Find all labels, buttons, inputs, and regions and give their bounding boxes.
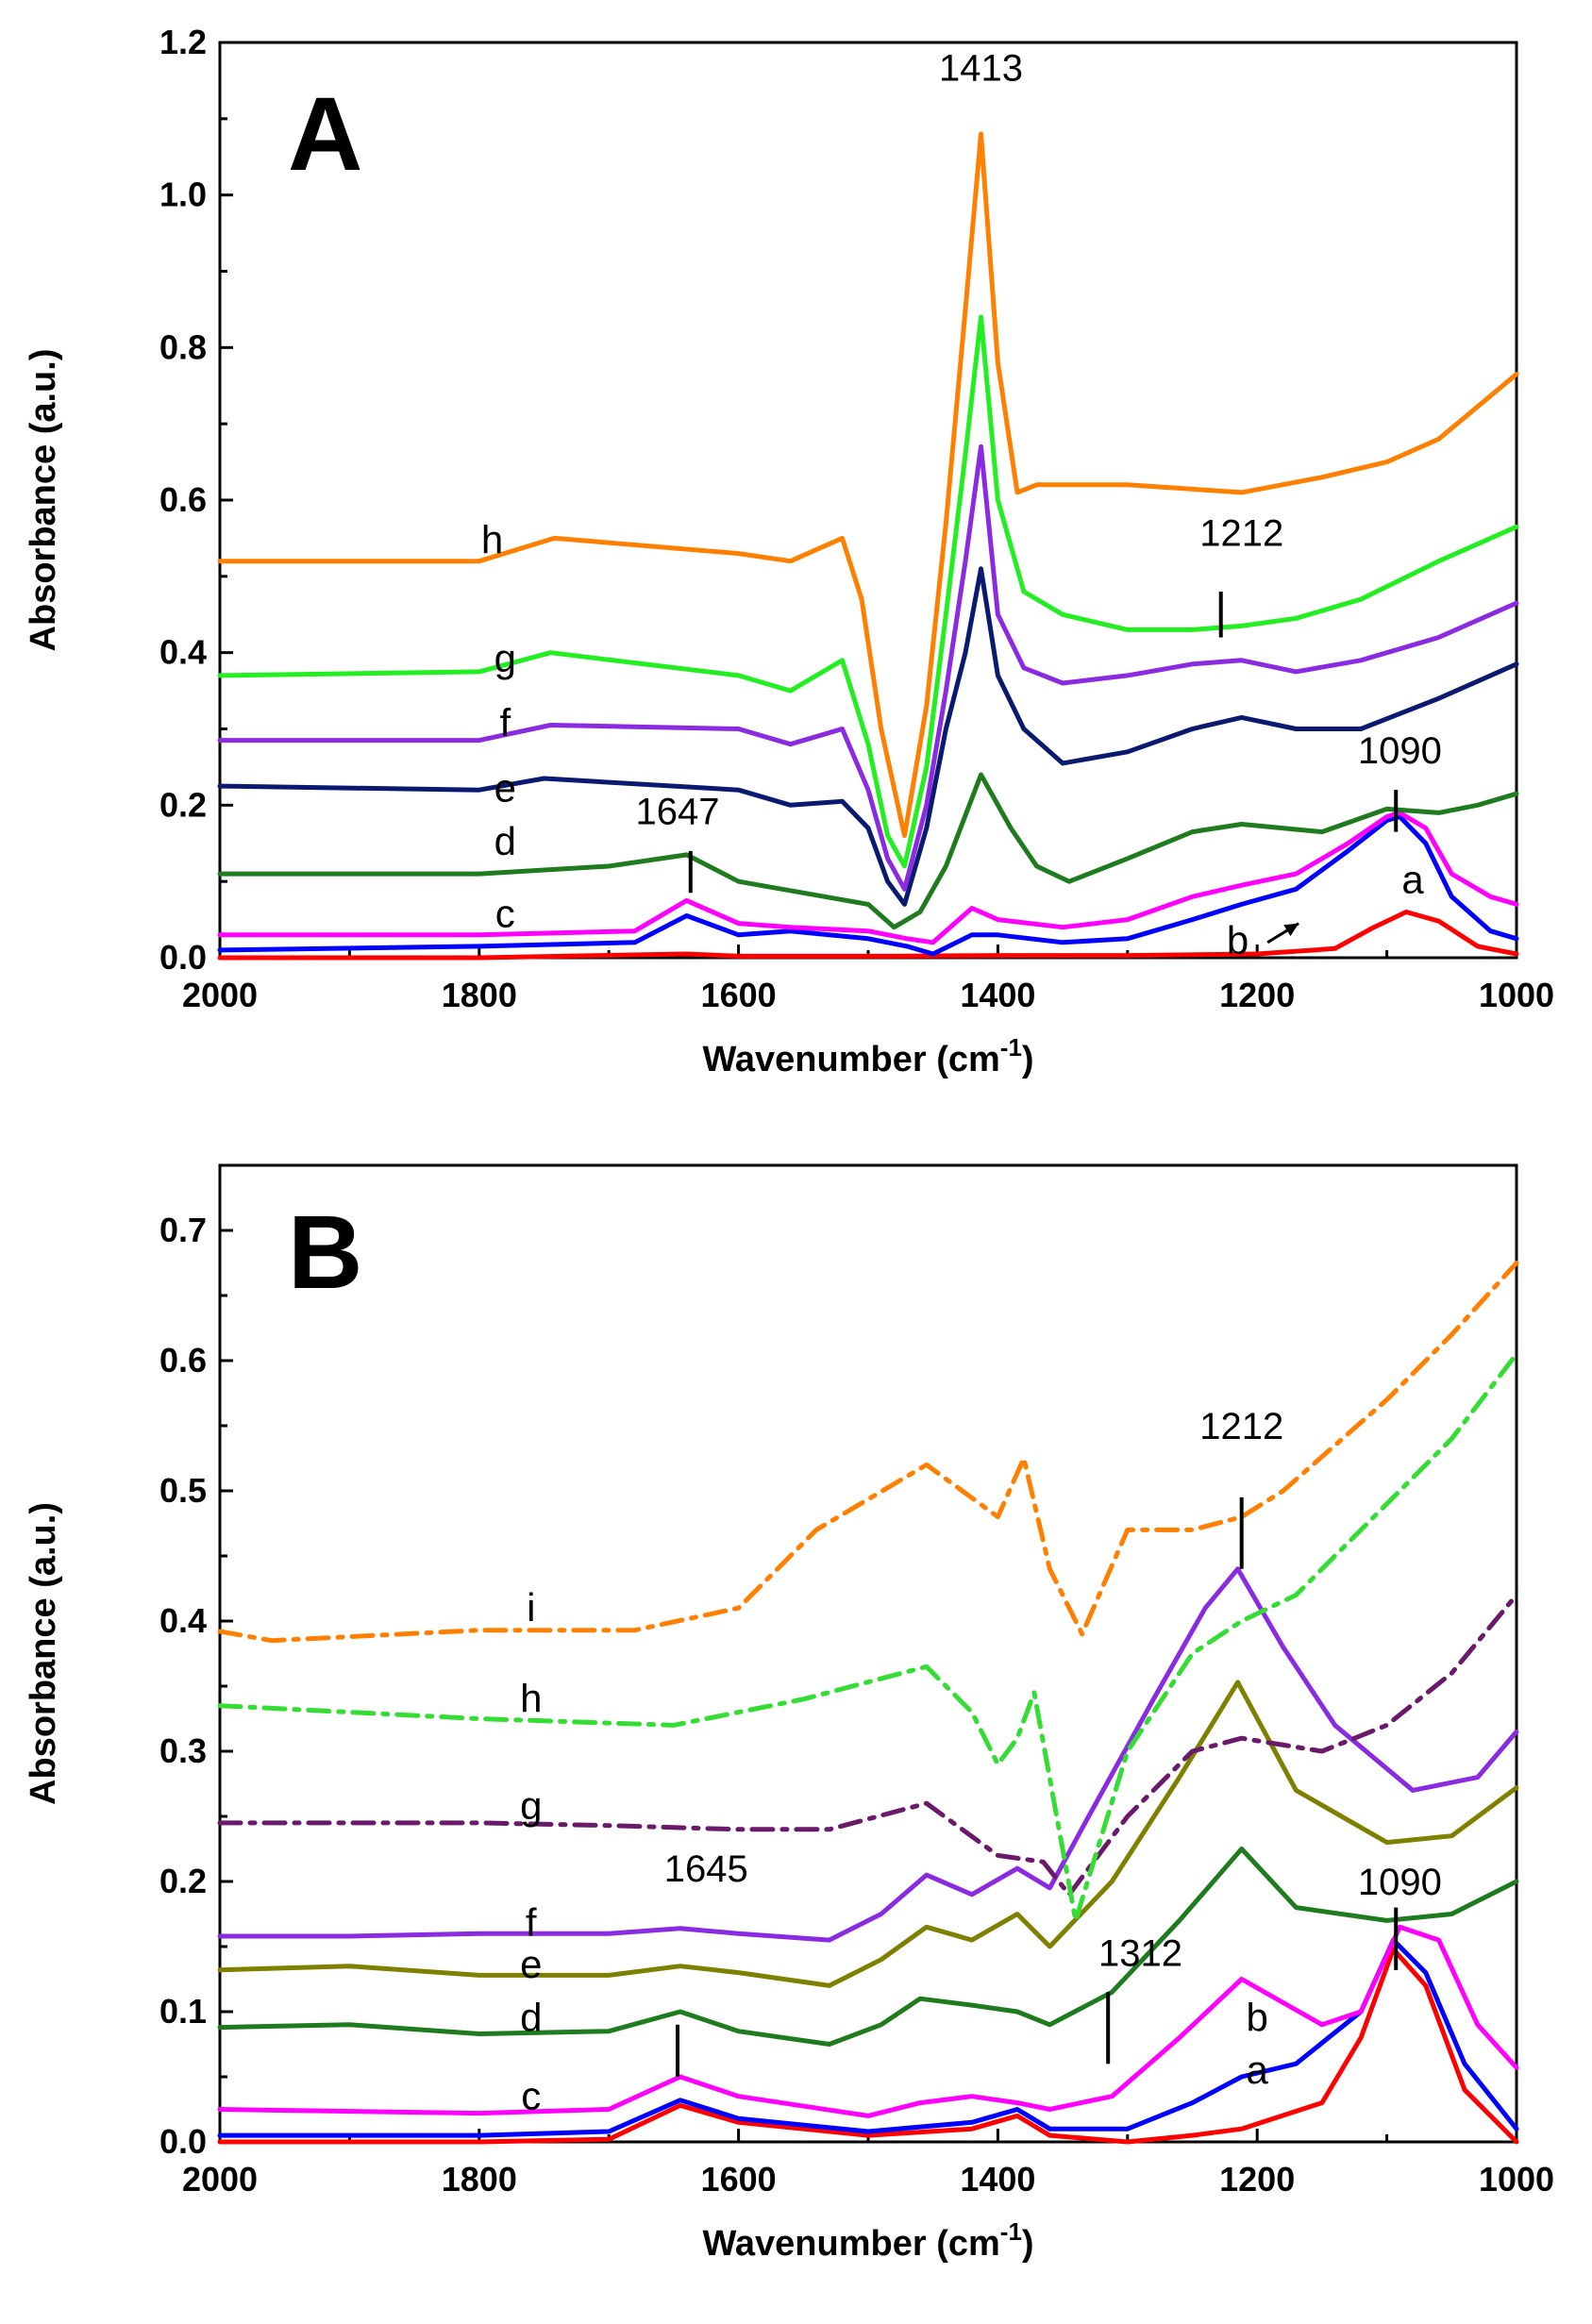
series-g-line [217,314,1519,869]
y-tick-label: 0.3 [159,1731,207,1770]
arrow-head [1283,923,1299,937]
series-e-line [217,1680,1519,1988]
peak-label-1645: 1645 [664,1848,748,1890]
x-tick-label: 1600 [701,976,777,1014]
curve-label-h: h [481,518,503,562]
series-e-line [217,566,1519,907]
x-tick-label: 1200 [1219,976,1295,1014]
y-tick-label: 0.0 [159,938,207,977]
series-b-line [217,814,1519,957]
panel-letter: B [288,1195,362,1311]
series-d-line [217,1847,1519,2047]
curve-label-d: d [520,1996,542,2040]
series-c-line [217,1924,1519,2118]
x-tick-label: 1200 [1219,2160,1295,2199]
y-tick-label: 0.6 [159,1341,207,1379]
y-tick-label: 0.0 [159,2122,207,2161]
curve-label-f: f [526,1900,537,1945]
x-tick-label: 1800 [442,2160,517,2199]
x-tick-label: 1000 [1479,2160,1554,2199]
curve-label-c: c [495,892,515,936]
y-tick-label: 1.2 [159,23,207,61]
peak-label-1413: 1413 [939,47,1023,89]
peak-label-1090: 1090 [1358,730,1442,772]
peak-label-1647: 1647 [636,792,720,833]
y-tick-label: 0.4 [159,633,207,672]
y-tick-label: 0.2 [159,785,207,824]
curve-label-g: g [520,1783,542,1828]
curve-label-a: a [1401,857,1424,901]
peak-label-1212: 1212 [1199,513,1283,555]
panel-a-chart: 0.0 0.2 0.4 0.6 0.8 1.0 1.2 2000 1800 1600 1400 120… [24,23,1554,1079]
curve-label-c: c [521,2074,541,2118]
series-d-line [217,772,1519,930]
x-axis-title: Wavenumber (cm-1) [702,1033,1033,1079]
series-h-line [217,131,1519,839]
y-tick-label: 0.4 [159,1601,207,1640]
y-tick-label: 0.8 [159,327,207,366]
x-tick-label: 2000 [182,976,258,1014]
panel-letter: A [288,76,362,192]
curve-label-f: f [499,701,511,745]
series-g-line [217,1592,1519,1898]
series-a-line [217,910,1519,961]
peak-label-1090: 1090 [1358,1862,1442,1903]
curve-label-h: h [520,1677,542,1721]
curve-label-d: d [494,819,516,863]
x-tick-label: 1400 [960,976,1035,1014]
curve-label-b: b [1247,1996,1268,2040]
curve-label-b: b [1227,918,1248,962]
series-i-line [217,1261,1519,1644]
y-tick-label: 0.5 [159,1471,207,1510]
panel-b-chart: 0.0 0.1 0.2 0.3 0.4 0.5 0.6 0.7 2000 1800 1600 1400… [24,1163,1554,2264]
y-tick-label: 0.7 [159,1211,207,1249]
plot-frame [218,41,1518,960]
y-tick-label: 0.2 [159,1862,207,1900]
curve-label-e: e [494,765,516,810]
series-c-line [217,810,1519,945]
plot-frame [218,1163,1518,2144]
curve-label-a: a [1247,2048,1269,2092]
peak-label-1212: 1212 [1199,1406,1283,1447]
peak-label-1312: 1312 [1098,1933,1182,1975]
x-tick-label: 1800 [442,976,517,1014]
curve-label-e: e [520,1942,542,1986]
series-a-line [217,1947,1519,2145]
curve-label-g: g [494,636,516,680]
curve-label-i: i [527,1585,535,1630]
x-tick-label: 1400 [960,2160,1035,2199]
y-axis-title: Absorbance (a.u.) [24,1502,63,1805]
series-h-line [217,1351,1519,1923]
y-axis-title: Absorbance (a.u.) [24,349,63,652]
x-axis-title: Wavenumber (cm-1) [702,2217,1033,2264]
series-f-line [217,1566,1519,1943]
x-tick-label: 1000 [1479,976,1554,1014]
series-f-line [217,443,1519,892]
series-b-line [217,1937,1519,2138]
x-tick-label: 1600 [701,2160,777,2199]
y-tick-label: 0.1 [159,1992,207,2031]
y-tick-label: 0.6 [159,480,207,519]
y-tick-label: 1.0 [159,176,207,214]
x-tick-label: 2000 [182,2160,258,2199]
